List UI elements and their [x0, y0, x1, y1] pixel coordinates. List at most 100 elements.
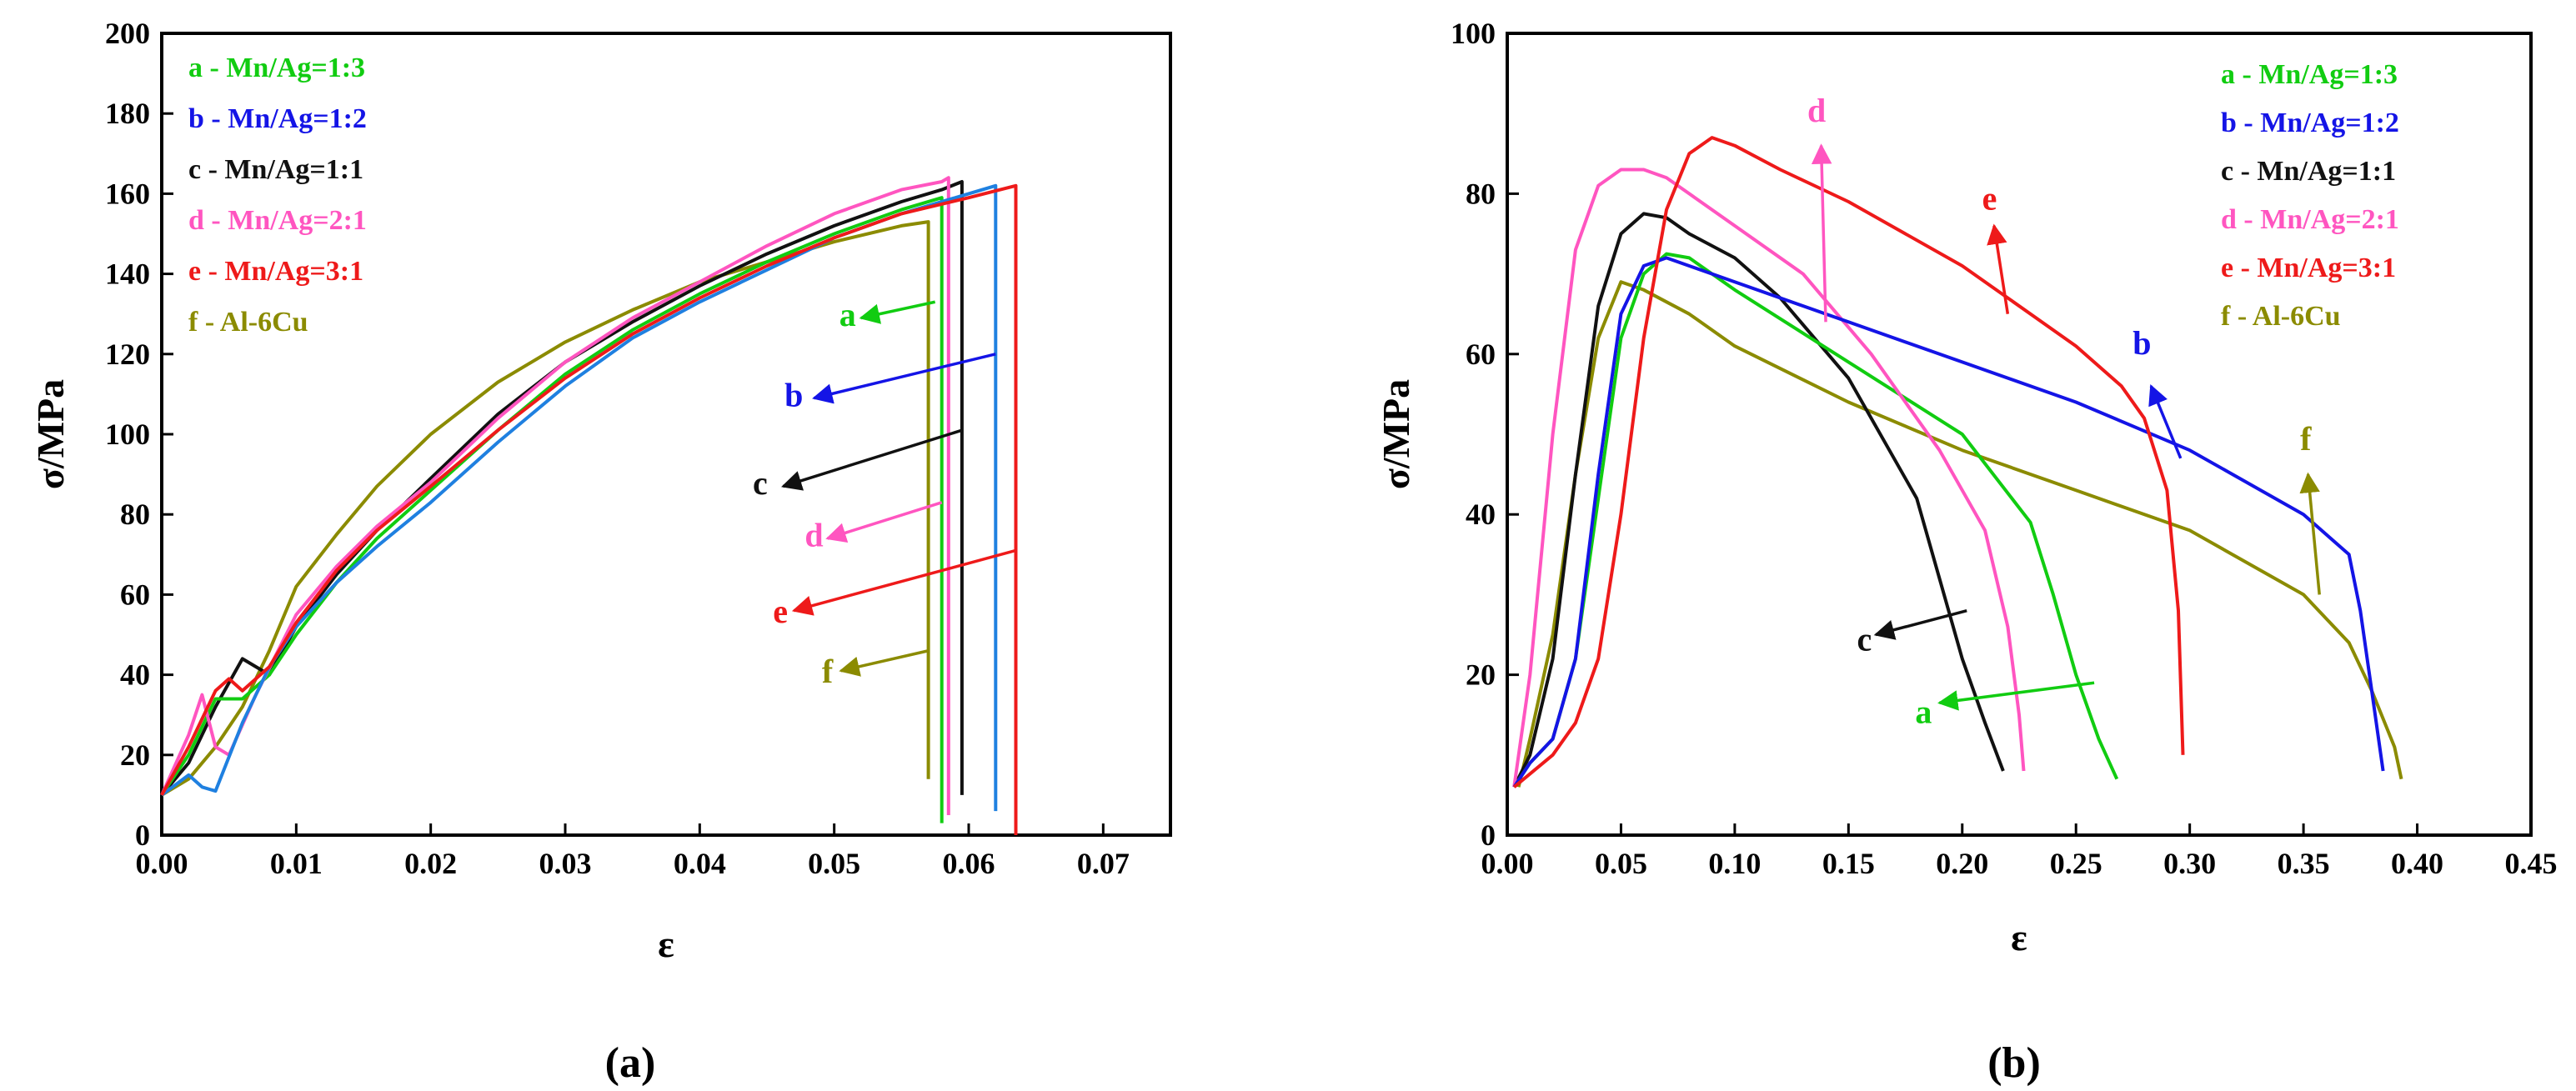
legend-entry-e: e - Mn/Ag=3:1	[2221, 253, 2396, 283]
y-tick-label: 20	[120, 738, 150, 772]
series-group-a	[160, 176, 1018, 835]
legend-entry-f: f - Al-6Cu	[2221, 301, 2341, 332]
annotation-label-c: c	[1857, 621, 1872, 658]
series-line-a	[1512, 252, 2119, 788]
legend-entry-f: f - Al-6Cu	[188, 307, 308, 338]
panel-label-b: (b)	[1987, 1039, 2041, 1087]
series-line-f	[1516, 280, 2403, 788]
annotations-b: a b c d e f	[1807, 92, 2321, 730]
annotation-label-e: e	[773, 593, 788, 630]
y-axis-title-b: σ/MPa	[1375, 379, 1417, 489]
y-tick-label: 0	[1481, 818, 1496, 852]
y-tick-label: 200	[105, 17, 150, 50]
legend-entry-a: a - Mn/Ag=1:3	[188, 53, 365, 83]
y-tick-label: 40	[120, 658, 150, 692]
legend-entry-b: b - Mn/Ag=1:2	[2221, 108, 2399, 138]
x-tick-label: 0.00	[136, 847, 188, 880]
x-tick-label: 0.07	[1077, 847, 1130, 880]
annotation-arrow-e	[1987, 223, 2010, 314]
chart-panel-a: 0.00 0.01 0.02 0.03 0.04 0.05 0.06 0.07 0 20 40 60 8…	[29, 17, 1172, 1087]
legend-entry-c: c - Mn/Ag=1:1	[2221, 156, 2396, 187]
annotation-arrow-e	[791, 548, 1016, 616]
y-tick-label: 160	[105, 177, 150, 210]
legend-entry-b: b - Mn/Ag=1:2	[188, 103, 367, 134]
x-tick-label: 0.40	[2391, 847, 2443, 880]
x-tick-label: 0.06	[943, 847, 995, 880]
y-axis-title-a: σ/MPa	[29, 379, 72, 489]
axis-ticks-b: 0.00 0.05 0.10 0.15 0.20 0.25 0.30 0.35 0.40 0.45…	[1451, 17, 2558, 880]
series-line-a	[160, 196, 944, 823]
x-tick-label: 0.05	[808, 847, 860, 880]
annotation-arrow-d	[1811, 143, 1832, 323]
annotation-label-b: b	[784, 376, 803, 413]
x-tick-label: 0.20	[1936, 847, 1988, 880]
y-tick-label: 60	[1466, 338, 1496, 371]
x-tick-label: 0.04	[674, 847, 726, 880]
annotations-a: a b cd ef	[753, 296, 1016, 690]
annotation-arrow-b	[2148, 384, 2183, 459]
chart-panel-b: 0.00 0.05 0.10 0.15 0.20 0.25 0.30 0.35 0.40 0.45…	[1375, 17, 2558, 1087]
annotation-arrow-b	[812, 353, 996, 404]
annotation-arrow-a	[1937, 681, 2095, 711]
legend-entry-a: a - Mn/Ag=1:3	[2221, 59, 2398, 90]
x-tick-label: 0.35	[2278, 847, 2330, 880]
y-tick-label: 140	[105, 258, 150, 291]
y-tick-label: 60	[120, 578, 150, 611]
annotation-label-e: e	[1982, 180, 1997, 218]
annotation-label-b: b	[2132, 324, 2151, 362]
x-tick-label: 0.45	[2505, 847, 2558, 880]
series-line-b	[1512, 256, 2385, 788]
series-line-f	[160, 220, 930, 797]
y-tick-label: 120	[105, 338, 150, 371]
legend-entry-d: d - Mn/Ag=2:1	[2221, 204, 2399, 235]
panel-label-a: (a)	[605, 1039, 656, 1087]
y-tick-label: 80	[120, 498, 150, 531]
x-tick-label: 0.05	[1595, 847, 1647, 880]
annotation-arrow-f	[2299, 472, 2321, 595]
legend-entry-c: c - Mn/Ag=1:1	[188, 154, 363, 185]
series-line-d	[1512, 168, 2026, 788]
annotation-arrow-a	[859, 300, 936, 324]
series-line-c	[160, 180, 964, 797]
series-line-d	[160, 176, 950, 815]
annotation-arrow-d	[825, 501, 943, 543]
series-group-b	[1512, 136, 2403, 788]
annotation-label-c: c	[753, 464, 768, 502]
legend-entry-d: d - Mn/Ag=2:1	[188, 205, 367, 236]
annotation-label-a: a	[1915, 693, 1932, 730]
y-tick-label: 100	[1451, 17, 1496, 50]
annotation-arrow-f	[839, 649, 929, 677]
x-tick-label: 0.03	[539, 847, 592, 880]
legend-entry-e: e - Mn/Ag=3:1	[188, 256, 363, 287]
x-axis-title-b: ε	[2011, 916, 2027, 958]
x-tick-label: 0.15	[1822, 847, 1875, 880]
annotation-arrow-c	[781, 428, 963, 491]
y-tick-label: 80	[1466, 177, 1496, 210]
legend-a: a - Mn/Ag=1:3 b - Mn/Ag=1:2 c - Mn/Ag=1:1 d…	[188, 53, 367, 338]
annotation-label-d: d	[1807, 92, 1826, 129]
x-tick-label: 0.01	[270, 847, 323, 880]
x-axis-title-a: ε	[658, 923, 674, 965]
series-line-e	[160, 183, 1018, 835]
plot-frame-b	[1506, 32, 2533, 837]
legend-b: a - Mn/Ag=1:3 b - Mn/Ag=1:2 c - Mn/Ag=1:1 d…	[2221, 59, 2399, 332]
y-tick-label: 40	[1466, 498, 1496, 531]
annotation-label-f: f	[822, 653, 834, 690]
annotation-label-d: d	[804, 517, 823, 554]
x-tick-label: 0.00	[1481, 847, 1534, 880]
x-tick-label: 0.30	[2163, 847, 2216, 880]
annotation-label-f: f	[2300, 420, 2312, 458]
annotation-label-a: a	[839, 296, 856, 333]
x-tick-label: 0.10	[1708, 847, 1761, 880]
series-line-e	[1512, 136, 2185, 788]
y-tick-label: 100	[105, 418, 150, 451]
series-line-c	[1512, 212, 2005, 788]
y-tick-label: 20	[1466, 658, 1496, 692]
y-tick-label: 180	[105, 97, 150, 130]
annotation-arrow-c	[1873, 608, 1967, 640]
axis-ticks-a: 0.00 0.01 0.02 0.03 0.04 0.05 0.06 0.07 0 20 40 60 8…	[105, 17, 1130, 880]
y-tick-label: 0	[135, 818, 150, 852]
x-tick-label: 0.25	[2050, 847, 2102, 880]
x-tick-label: 0.02	[404, 847, 457, 880]
